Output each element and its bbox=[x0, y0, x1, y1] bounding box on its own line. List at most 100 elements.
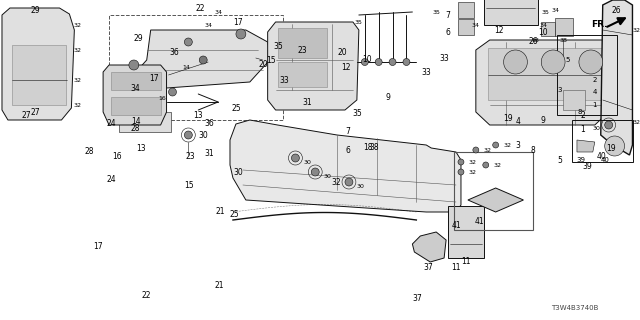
Text: 30: 30 bbox=[323, 173, 331, 179]
Text: 3: 3 bbox=[558, 87, 563, 93]
Text: 14: 14 bbox=[182, 65, 190, 69]
Text: 19: 19 bbox=[503, 114, 513, 123]
Text: 37: 37 bbox=[413, 294, 422, 303]
Bar bbox=[119, 112, 170, 132]
Circle shape bbox=[311, 168, 319, 176]
Text: 26: 26 bbox=[612, 5, 621, 14]
Text: 40: 40 bbox=[596, 152, 606, 161]
Polygon shape bbox=[476, 40, 611, 125]
Circle shape bbox=[375, 59, 382, 66]
Text: 9: 9 bbox=[386, 93, 391, 102]
Text: 33: 33 bbox=[439, 53, 449, 62]
Text: 32: 32 bbox=[332, 178, 341, 187]
Bar bbox=[557, 35, 616, 115]
Circle shape bbox=[129, 60, 139, 70]
Text: 22: 22 bbox=[141, 291, 150, 300]
Text: 27: 27 bbox=[31, 108, 40, 116]
Text: 18: 18 bbox=[364, 143, 372, 152]
Text: 34: 34 bbox=[551, 7, 559, 12]
Text: 35: 35 bbox=[432, 10, 440, 14]
Text: 29: 29 bbox=[31, 5, 40, 14]
Text: 27: 27 bbox=[22, 111, 31, 120]
Circle shape bbox=[389, 59, 396, 66]
Text: 35: 35 bbox=[352, 108, 362, 117]
Text: 31: 31 bbox=[303, 98, 312, 107]
Text: 24: 24 bbox=[106, 118, 116, 127]
Text: 22: 22 bbox=[195, 4, 205, 12]
Circle shape bbox=[458, 159, 464, 165]
Circle shape bbox=[483, 162, 489, 168]
Text: 32: 32 bbox=[504, 142, 511, 148]
Polygon shape bbox=[268, 22, 359, 110]
Text: 20: 20 bbox=[337, 47, 347, 57]
Circle shape bbox=[184, 131, 192, 139]
Text: 30: 30 bbox=[233, 168, 243, 177]
Text: 34: 34 bbox=[131, 84, 141, 92]
Text: 13: 13 bbox=[193, 110, 203, 119]
Bar bbox=[458, 2, 474, 18]
Polygon shape bbox=[412, 232, 446, 262]
Text: 25: 25 bbox=[231, 103, 241, 113]
Text: 10: 10 bbox=[362, 55, 372, 64]
Text: 39: 39 bbox=[582, 162, 592, 171]
Bar bbox=[448, 206, 484, 258]
Text: 41: 41 bbox=[452, 221, 461, 230]
Text: 5: 5 bbox=[557, 156, 562, 164]
Text: 35: 35 bbox=[355, 20, 363, 25]
Bar bbox=[563, 90, 585, 110]
Text: 17: 17 bbox=[149, 74, 159, 83]
Polygon shape bbox=[103, 65, 166, 125]
Text: 34: 34 bbox=[472, 22, 480, 28]
Text: 33: 33 bbox=[279, 76, 289, 85]
Circle shape bbox=[541, 50, 565, 74]
Text: 30: 30 bbox=[357, 183, 365, 188]
Text: 29: 29 bbox=[134, 34, 143, 43]
Polygon shape bbox=[2, 8, 74, 120]
Text: 15: 15 bbox=[266, 55, 275, 65]
Text: 11: 11 bbox=[461, 258, 470, 267]
Text: 32: 32 bbox=[632, 119, 640, 124]
Text: 31: 31 bbox=[205, 149, 214, 158]
Text: 16: 16 bbox=[113, 152, 122, 161]
Text: 41: 41 bbox=[475, 218, 484, 227]
Text: 7: 7 bbox=[445, 11, 451, 20]
Text: 12: 12 bbox=[342, 63, 351, 72]
Text: 10: 10 bbox=[538, 28, 548, 36]
Circle shape bbox=[291, 154, 300, 162]
Text: 32: 32 bbox=[74, 47, 81, 52]
Bar bbox=[488, 48, 609, 100]
Text: 28: 28 bbox=[84, 147, 93, 156]
Text: 39: 39 bbox=[577, 157, 586, 163]
Text: 4: 4 bbox=[515, 117, 520, 126]
Circle shape bbox=[199, 56, 207, 64]
Text: 25: 25 bbox=[230, 210, 239, 219]
Text: FR.: FR. bbox=[591, 20, 608, 28]
Text: 28: 28 bbox=[130, 124, 140, 132]
Bar bbox=[454, 152, 533, 230]
Text: 7: 7 bbox=[345, 127, 350, 136]
Text: 8: 8 bbox=[578, 109, 582, 115]
Bar bbox=[541, 22, 555, 36]
Text: 15: 15 bbox=[184, 181, 194, 190]
Text: 16: 16 bbox=[159, 95, 166, 100]
Text: 6: 6 bbox=[345, 146, 350, 155]
Text: 9: 9 bbox=[541, 116, 546, 124]
Text: 6: 6 bbox=[445, 28, 451, 36]
Bar bbox=[278, 28, 327, 58]
Polygon shape bbox=[601, 0, 632, 155]
Text: 32: 32 bbox=[74, 77, 81, 83]
Text: 34: 34 bbox=[204, 22, 212, 28]
Circle shape bbox=[403, 59, 410, 66]
Circle shape bbox=[168, 88, 177, 96]
Text: 30: 30 bbox=[303, 159, 311, 164]
Text: 32: 32 bbox=[484, 148, 492, 153]
Circle shape bbox=[605, 121, 612, 129]
Text: 3: 3 bbox=[515, 141, 520, 150]
Text: 33: 33 bbox=[421, 68, 431, 76]
Circle shape bbox=[345, 178, 353, 186]
Text: 2: 2 bbox=[580, 111, 585, 120]
Polygon shape bbox=[577, 140, 595, 152]
Text: 17: 17 bbox=[233, 18, 243, 27]
Circle shape bbox=[605, 136, 625, 156]
Circle shape bbox=[504, 50, 527, 74]
